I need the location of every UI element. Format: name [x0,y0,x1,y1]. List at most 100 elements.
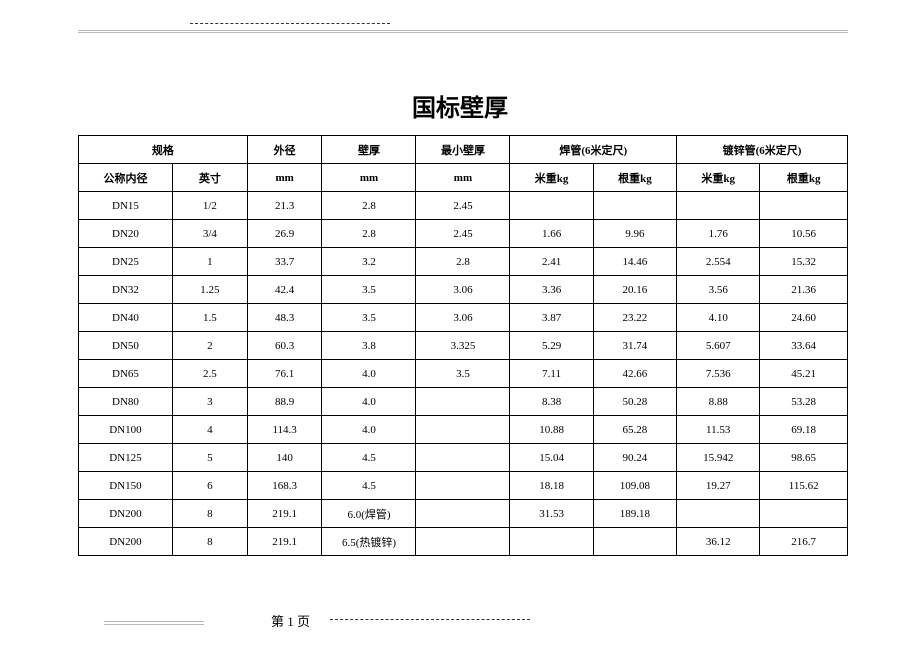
table-cell: DN200 [79,500,173,528]
table-cell: DN15 [79,192,173,220]
table-cell [593,528,676,556]
table-cell: 10.88 [510,416,593,444]
table-cell: 1.25 [172,276,247,304]
page-title: 国标壁厚 [0,88,920,123]
table-cell [593,192,676,220]
table-cell: 33.7 [247,248,322,276]
table-row: DN1004114.34.010.8865.2811.5369.18 [79,416,848,444]
col-mm1: mm [247,164,322,192]
table-row: DN50260.33.83.3255.2931.745.60733.64 [79,332,848,360]
table-cell: 2.5 [172,360,247,388]
footer-rule-top [104,621,204,622]
table-cell: 53.28 [760,388,848,416]
table-cell: 4.10 [677,304,760,332]
table-cell: DN125 [79,444,173,472]
table-cell: 6 [172,472,247,500]
table-cell: 3.5 [416,360,510,388]
table-cell: 115.62 [760,472,848,500]
table-cell: DN25 [79,248,173,276]
col-spec: 规格 [79,136,248,164]
table-row: DN321.2542.43.53.063.3620.163.5621.36 [79,276,848,304]
table-cell: 76.1 [247,360,322,388]
table-cell: 2.45 [416,192,510,220]
table-cell: 7.536 [677,360,760,388]
table-row: DN2008219.16.5(热镀锌)36.12216.7 [79,528,848,556]
table-cell: 219.1 [247,528,322,556]
header-rule [78,30,848,33]
table-cell [510,528,593,556]
table-cell: 4 [172,416,247,444]
table-cell: 1/2 [172,192,247,220]
table-cell: 18.18 [510,472,593,500]
table-cell: 7.11 [510,360,593,388]
table-cell: 168.3 [247,472,322,500]
table-cell: 3.87 [510,304,593,332]
table-cell [416,444,510,472]
table-cell: 42.4 [247,276,322,304]
table-row: DN401.548.33.53.063.8723.224.1024.60 [79,304,848,332]
table-cell: 15.04 [510,444,593,472]
col-gzkg2: 根重kg [760,164,848,192]
table-cell: DN65 [79,360,173,388]
table-cell: 5.29 [510,332,593,360]
table-cell: 4.5 [322,444,416,472]
table-cell: 8.88 [677,388,760,416]
col-mm3: mm [416,164,510,192]
col-weld: 焊管(6米定尺) [510,136,677,164]
table-cell [416,528,510,556]
table-cell: 3.325 [416,332,510,360]
col-dn: 公称内径 [79,164,173,192]
table-cell: 60.3 [247,332,322,360]
table-row: DN652.576.14.03.57.1142.667.53645.21 [79,360,848,388]
col-galv: 镀锌管(6米定尺) [677,136,848,164]
table-cell: 31.53 [510,500,593,528]
table-cell: 3.06 [416,276,510,304]
table-cell: 189.18 [593,500,676,528]
table-cell: 3.5 [322,304,416,332]
table-cell: 10.56 [760,220,848,248]
table-cell: 69.18 [760,416,848,444]
table-cell: 9.96 [593,220,676,248]
col-minwt: 最小壁厚 [416,136,510,164]
table-cell: 21.36 [760,276,848,304]
table-cell [677,500,760,528]
table-cell: 23.22 [593,304,676,332]
table-cell: 15.32 [760,248,848,276]
table-cell: 33.64 [760,332,848,360]
table-cell: 3.56 [677,276,760,304]
table-cell: 5 [172,444,247,472]
col-od: 外径 [247,136,322,164]
table-cell [760,192,848,220]
table-cell: 216.7 [760,528,848,556]
table-cell: 21.3 [247,192,322,220]
table-cell: 3.8 [322,332,416,360]
table-cell: 88.9 [247,388,322,416]
table-cell: 5.607 [677,332,760,360]
table-cell: 114.3 [247,416,322,444]
table-cell: 4.0 [322,388,416,416]
table-cell: 24.60 [760,304,848,332]
page-number: 第 1 页 [271,611,310,630]
table-cell: 2.8 [322,192,416,220]
table-cell [416,472,510,500]
table-cell: 15.942 [677,444,760,472]
table-cell [510,192,593,220]
table-cell: 45.21 [760,360,848,388]
table-cell: 4.0 [322,360,416,388]
table-cell: DN100 [79,416,173,444]
table-cell: 98.65 [760,444,848,472]
table-cell: 3.36 [510,276,593,304]
table-cell: 65.28 [593,416,676,444]
table-cell: 3 [172,388,247,416]
col-wt: 壁厚 [322,136,416,164]
table-cell: 4.5 [322,472,416,500]
spec-table: 规格 外径 壁厚 最小壁厚 焊管(6米定尺) 镀锌管(6米定尺) 公称内径 英寸… [78,135,848,556]
table-cell: 1.66 [510,220,593,248]
table-cell [760,500,848,528]
table-cell: 36.12 [677,528,760,556]
col-mm2: mm [322,164,416,192]
table-cell: DN40 [79,304,173,332]
table-cell: 219.1 [247,500,322,528]
table-cell: 20.16 [593,276,676,304]
table-cell: 3/4 [172,220,247,248]
